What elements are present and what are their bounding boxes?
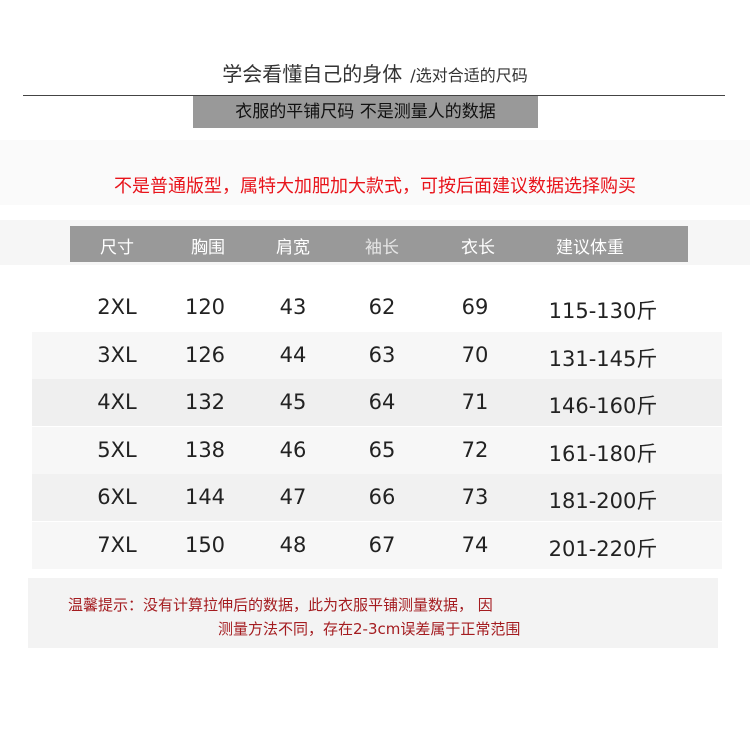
banner: 衣服的平铺尺码 不是测量人的数据 [193, 96, 538, 128]
cell-weight: 201-220斤 [548, 536, 658, 561]
cell-chest: 150 [184, 532, 226, 557]
cell-length: 70 [461, 342, 489, 367]
header-size: 尺寸 [100, 238, 134, 258]
cell-length: 69 [461, 295, 489, 319]
table-row: 6XL 144 47 66 73 181-200斤 [32, 474, 722, 521]
header-sleeve: 袖长 [365, 238, 399, 258]
cell-weight: 181-200斤 [548, 489, 658, 513]
cell-chest: 132 [184, 390, 226, 414]
cell-shoulder: 47 [279, 485, 307, 509]
table-row: 7XL 150 48 67 74 201-220斤 [32, 521, 722, 569]
cell-length: 72 [461, 437, 489, 462]
cell-weight: 115-130斤 [548, 299, 658, 323]
cell-weight: 161-180斤 [548, 441, 658, 466]
cell-sleeve: 66 [368, 485, 396, 509]
table-row: 5XL 138 46 65 72 161-180斤 [32, 426, 722, 474]
cell-length: 74 [461, 532, 489, 557]
cell-shoulder: 44 [279, 342, 307, 367]
table-header: 尺寸 胸围 肩宽 袖长 衣长 建议体重 [70, 226, 688, 262]
header-chest: 胸围 [191, 238, 225, 258]
tip-line-1: 温馨提示：没有计算拉伸后的数据，此为衣服平铺测量数据， 因 [68, 596, 493, 614]
tip-box: 温馨提示：没有计算拉伸后的数据，此为衣服平铺测量数据， 因 测量方法不同，存在2… [28, 578, 718, 648]
notice-band [0, 140, 750, 205]
cell-shoulder: 46 [279, 437, 307, 462]
cell-length: 73 [461, 485, 489, 509]
notice-text: 不是普通版型，属特大加肥加大款式，可按后面建议数据选择购买 [114, 176, 636, 197]
header-weight: 建议体重 [556, 238, 624, 258]
page-title: 学会看懂自己的身体/选对合适的尺码 [0, 58, 750, 87]
cell-sleeve: 63 [368, 342, 396, 367]
cell-size: 7XL [97, 532, 137, 557]
cell-weight: 131-145斤 [548, 346, 658, 371]
cell-chest: 138 [184, 437, 226, 462]
title-main: 学会看懂自己的身体 [222, 62, 403, 86]
cell-length: 71 [461, 390, 489, 414]
table-row: 2XL 120 43 62 69 115-130斤 [32, 284, 722, 331]
cell-weight: 146-160斤 [548, 394, 658, 418]
cell-size: 6XL [97, 485, 137, 509]
header-shoulder: 肩宽 [276, 238, 310, 258]
cell-shoulder: 48 [279, 532, 307, 557]
cell-chest: 144 [184, 485, 226, 509]
table-row: 3XL 126 44 63 70 131-145斤 [32, 331, 722, 379]
cell-size: 5XL [97, 437, 137, 462]
cell-sleeve: 62 [368, 295, 396, 319]
header-length: 衣长 [461, 238, 495, 258]
cell-size: 4XL [97, 390, 137, 414]
cell-chest: 126 [184, 342, 226, 367]
table-row: 4XL 132 45 64 71 146-160斤 [32, 379, 722, 426]
divider [23, 95, 725, 96]
cell-chest: 120 [184, 295, 226, 319]
cell-shoulder: 43 [279, 295, 307, 319]
tip-line-2: 测量方法不同，存在2-3cm误差属于正常范围 [218, 620, 521, 638]
cell-shoulder: 45 [279, 390, 307, 414]
cell-sleeve: 64 [368, 390, 396, 414]
cell-sleeve: 67 [368, 532, 396, 557]
cell-sleeve: 65 [368, 437, 396, 462]
cell-size: 3XL [97, 342, 137, 367]
cell-size: 2XL [97, 295, 137, 319]
title-sub: /选对合适的尺码 [410, 66, 528, 85]
